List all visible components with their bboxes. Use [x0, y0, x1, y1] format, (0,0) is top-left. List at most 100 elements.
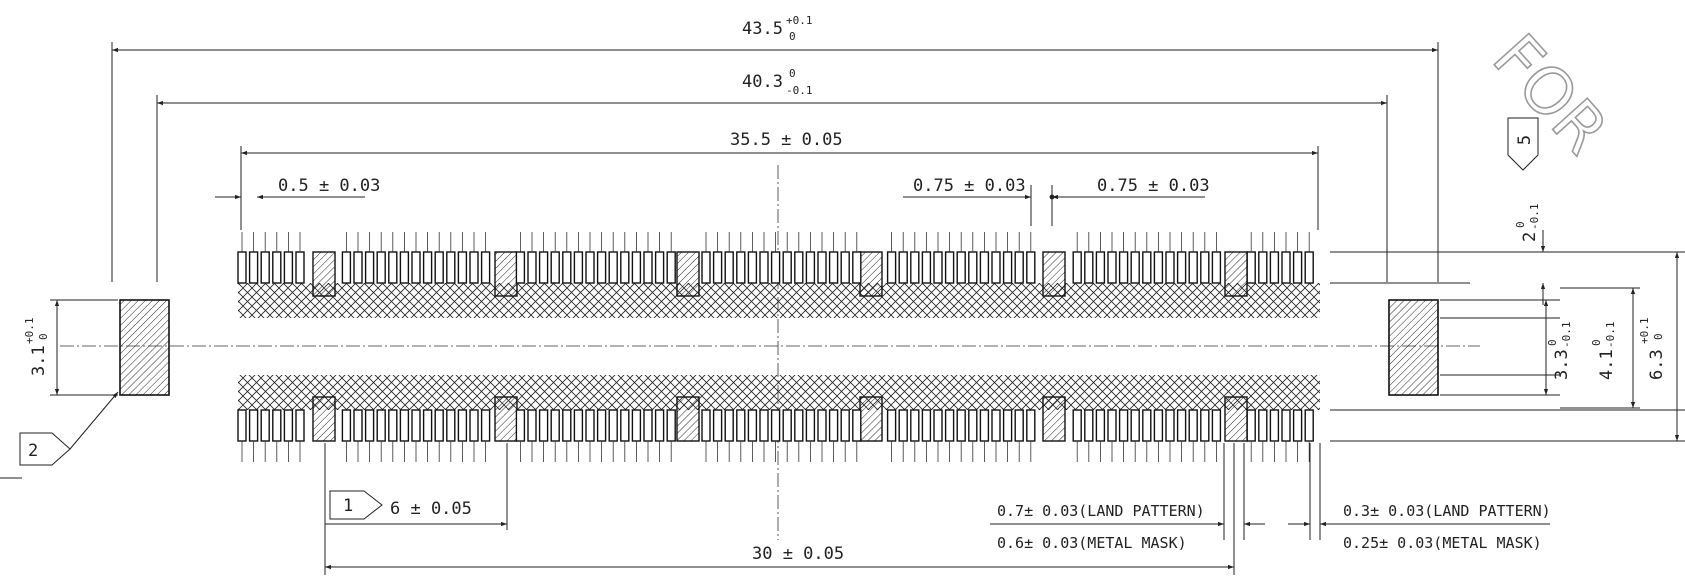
pad-top-30 — [643, 251, 653, 284]
pad-top-12 — [411, 251, 421, 284]
pad-top-15 — [446, 251, 456, 284]
gap-tol-upper: 0 — [1514, 221, 1527, 228]
pad-bottom-78 — [1304, 409, 1314, 442]
body-dim-tol-lower: -0.1 — [786, 84, 813, 97]
callout-5-label: 5 — [1515, 135, 1535, 145]
pad-top-52 — [944, 251, 955, 284]
pad-top-11 — [399, 251, 410, 284]
pad-top-60 — [1072, 251, 1082, 284]
pad-bottom-7 — [353, 409, 363, 442]
block-pitch-text: 6 ± 0.05 — [390, 499, 472, 519]
pad-top-4 — [283, 251, 294, 284]
pad-top-16 — [457, 251, 468, 284]
pad-bottom-42 — [805, 409, 816, 442]
pad-top-7 — [353, 251, 363, 284]
pad-bottom-36 — [736, 409, 746, 442]
callout-2: 2 — [0, 391, 119, 479]
pad-width-text: 0.5 ± 0.03 — [278, 176, 380, 196]
pad-bottom-29 — [631, 409, 642, 442]
pad-top-26 — [596, 251, 607, 284]
gap-tol-lower: -0.1 — [1528, 204, 1541, 231]
dim-6-3-tol-lower: 0 — [1652, 333, 1665, 340]
contact-span-text: 35.5 ± 0.05 — [730, 130, 843, 150]
wide-pad-bottom-1 — [494, 396, 518, 442]
pad-bottom-63 — [1107, 409, 1117, 442]
pad-bottom-30 — [643, 409, 653, 442]
pad-bottom-33 — [701, 409, 711, 442]
dim-4-1-tol-upper: 0 — [1590, 339, 1603, 346]
gap-value: 2 — [1520, 232, 1540, 242]
left-height-value: 3.1 — [29, 345, 49, 376]
pad-bottom-74 — [1258, 409, 1268, 442]
pad-top-64 — [1118, 251, 1129, 284]
pad-top-32 — [666, 251, 676, 284]
pad-top-17 — [469, 251, 479, 284]
pad-top-58 — [1014, 251, 1024, 284]
pitch-left-text: 0.75 ± 0.03 — [913, 176, 1026, 196]
pad-top-56 — [991, 251, 1001, 284]
pad-top-20 — [527, 251, 537, 284]
pad-bottom-15 — [446, 409, 456, 442]
pad-top-1 — [248, 251, 259, 284]
pad-top-45 — [840, 251, 850, 284]
pad-top-34 — [712, 251, 723, 284]
pad-top-40 — [782, 251, 792, 284]
pad-top-19 — [515, 251, 526, 284]
dim-4-1-value: 4.1 — [1597, 349, 1617, 380]
pad-top-70 — [1188, 251, 1198, 284]
pad-bottom-26 — [596, 409, 607, 442]
pad-bottom-62 — [1095, 409, 1106, 442]
wide-pad-top-4 — [1042, 251, 1066, 297]
pad-top-65 — [1130, 251, 1140, 284]
dim-4-1-tol-lower: -0.1 — [1604, 322, 1617, 349]
dim-6-3-value: 6.3 — [1647, 349, 1667, 380]
pad-top-55 — [979, 251, 990, 284]
overall-dim-value: 43.5 — [742, 19, 783, 39]
wide-pad-top-0 — [312, 251, 336, 297]
pad-bottom-19 — [515, 409, 526, 442]
pad-top-67 — [1153, 251, 1164, 284]
pad-bottom-50 — [921, 409, 932, 442]
pad-top-8 — [364, 251, 375, 284]
pad-top-75 — [1269, 251, 1280, 284]
pad-bottom-11 — [399, 409, 410, 442]
pad-top-46 — [852, 251, 862, 284]
pad-bottom-23 — [562, 409, 572, 442]
pad-bottom-12 — [411, 409, 421, 442]
pad-top-63 — [1107, 251, 1117, 284]
body-dimension: 40.3 0 -0.1 — [156, 67, 1388, 282]
pad-top-68 — [1165, 251, 1175, 284]
pad-top-28 — [620, 251, 630, 284]
wide-pad-bottom-3 — [859, 396, 883, 442]
pad-top-71 — [1200, 251, 1210, 284]
pad-top-66 — [1142, 251, 1152, 284]
pad-top-5 — [295, 251, 305, 284]
pad-bottom-69 — [1176, 409, 1187, 442]
pad-bottom-25 — [585, 409, 595, 442]
pad-top-73 — [1246, 251, 1256, 284]
pad-bottom-17 — [469, 409, 479, 442]
pad-bottom-64 — [1118, 409, 1129, 442]
pad-top-38 — [759, 251, 769, 284]
pad-top-31 — [654, 251, 665, 284]
dim-3-3: 3.3 0 -0.1 — [1543, 300, 1573, 395]
land-pattern-wide-text: 0.7± 0.03(LAND PATTERN) — [997, 502, 1205, 520]
pad-top-61 — [1084, 251, 1094, 284]
pad-top-25 — [585, 251, 595, 284]
watermark-text: FOR — [1478, 21, 1621, 168]
pad-bottom-60 — [1072, 409, 1082, 442]
pad-top-22 — [550, 251, 560, 284]
wide-pad-bottom-2 — [676, 396, 700, 442]
overall-dim-tol-lower: 0 — [789, 30, 796, 43]
pad-top-42 — [805, 251, 816, 284]
pad-bottom-57 — [1002, 409, 1013, 442]
pad-bottom-41 — [794, 409, 804, 442]
pad-bottom-9 — [376, 409, 386, 442]
pad-top-43 — [817, 251, 827, 284]
pad-bottom-35 — [724, 409, 734, 442]
pad-bottom-27 — [608, 409, 618, 442]
pad-top-10 — [388, 251, 398, 284]
narrow-pad-notes: 0.3± 0.03(LAND PATTERN) 0.25± 0.03(METAL… — [1288, 443, 1551, 552]
pad-top-69 — [1176, 251, 1187, 284]
